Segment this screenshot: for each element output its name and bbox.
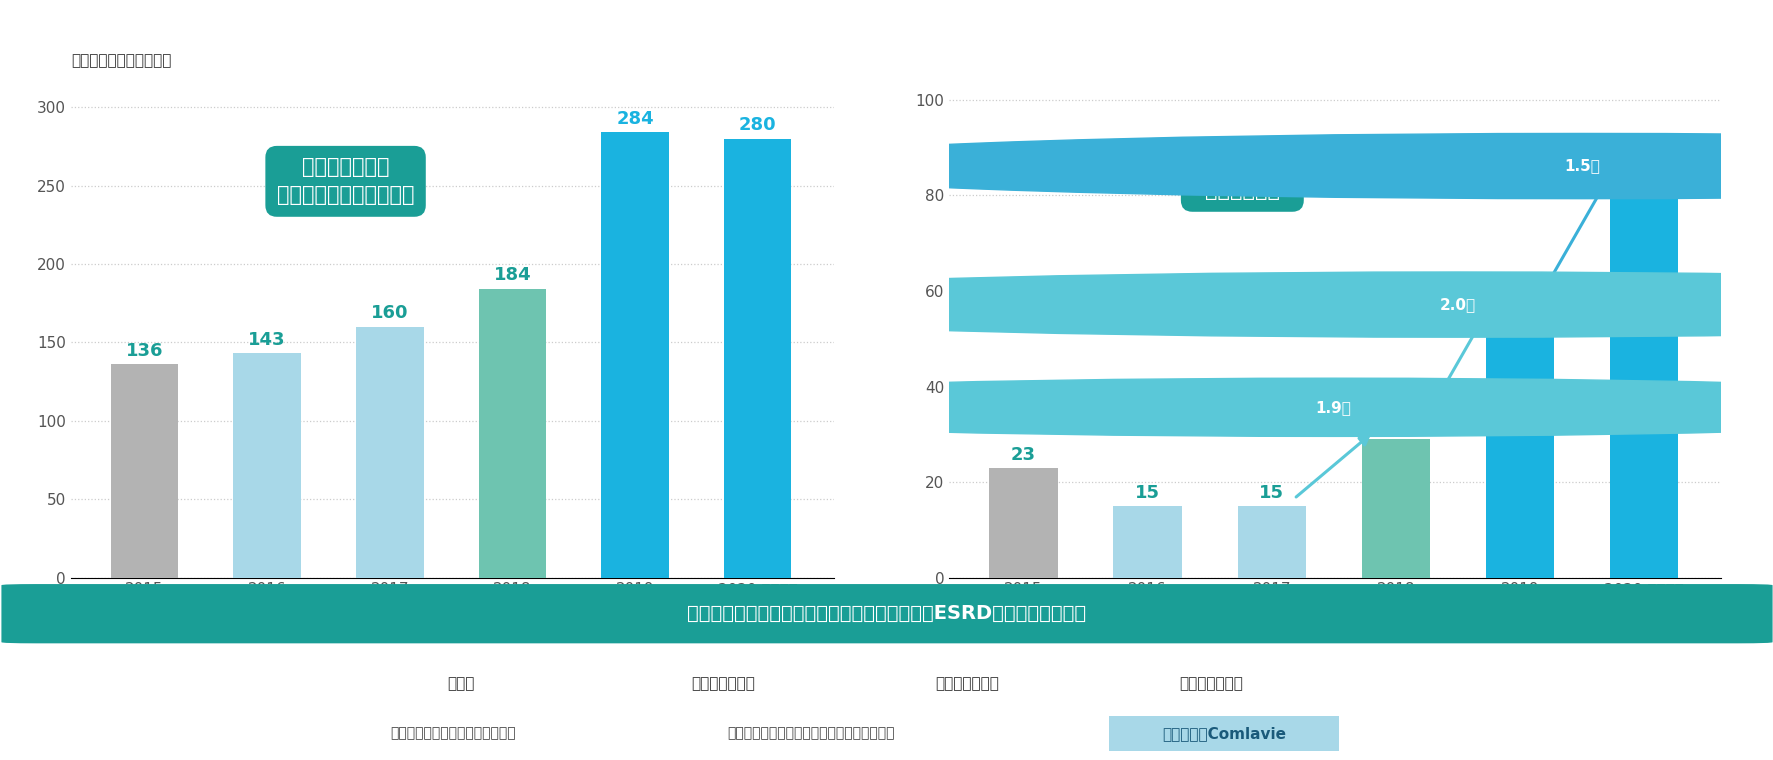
Bar [479, 289, 546, 578]
Text: 2.0倍: 2.0倍 [1440, 297, 1475, 312]
Text: 第一世代導入後: 第一世代導入後 [691, 676, 755, 692]
Text: 160: 160 [371, 304, 408, 322]
Circle shape [734, 134, 1773, 198]
Text: 58: 58 [1507, 279, 1532, 296]
Text: 第三世代：Comlavie: 第三世代：Comlavie [1161, 726, 1285, 741]
Text: 第二世代導入後の多くの症例が数年〜十数年でESRDに至る見込み症例: 第二世代導入後の多くの症例が数年〜十数年でESRDに至る見込み症例 [688, 604, 1085, 623]
Text: 23: 23 [1011, 446, 1035, 464]
Text: 284: 284 [615, 109, 654, 128]
Text: 184: 184 [493, 267, 530, 284]
Bar [601, 132, 668, 578]
Text: 全診療科からの
コンサルタント数が増加: 全診療科からの コンサルタント数が増加 [277, 157, 415, 205]
Bar [723, 138, 791, 578]
Text: 15: 15 [1259, 484, 1284, 502]
Bar [1484, 300, 1553, 578]
Text: 136: 136 [126, 342, 163, 359]
FancyBboxPatch shape [2, 584, 1771, 643]
Text: 1.5倍: 1.5倍 [1564, 159, 1599, 173]
Circle shape [610, 272, 1773, 337]
Text: 87: 87 [1631, 140, 1656, 158]
Text: 糖尿病内科からの
増加率が高い: 糖尿病内科からの 増加率が高い [1191, 152, 1291, 201]
Text: 15: 15 [1135, 484, 1160, 502]
Text: 1.9倍: 1.9倍 [1316, 400, 1351, 415]
Bar [989, 467, 1057, 578]
Text: 29: 29 [1383, 417, 1408, 435]
Bar [1113, 506, 1181, 578]
Bar [110, 364, 177, 578]
Circle shape [578, 378, 1773, 436]
Bar [1362, 439, 1429, 578]
Bar [1238, 506, 1305, 578]
Bar [234, 353, 301, 578]
Bar [356, 327, 424, 578]
Text: 第三世代導入後: 第三世代導入後 [1177, 676, 1243, 692]
Text: 143: 143 [248, 331, 285, 349]
Text: 導入前: 導入前 [447, 676, 473, 692]
FancyBboxPatch shape [1096, 714, 1351, 752]
Text: 全診療科から（人／年）: 全診療科から（人／年） [71, 53, 172, 68]
Text: 第二世代導入後: 第二世代導入後 [934, 676, 998, 692]
Text: 第一世代：表計算ソフトでの運用: 第一世代：表計算ソフトでの運用 [390, 727, 516, 740]
Text: 第二世代：表計算ソフト＋検査結果自動収集: 第二世代：表計算ソフト＋検査結果自動収集 [727, 727, 894, 740]
Text: 280: 280 [739, 116, 777, 134]
Bar [1608, 162, 1677, 578]
